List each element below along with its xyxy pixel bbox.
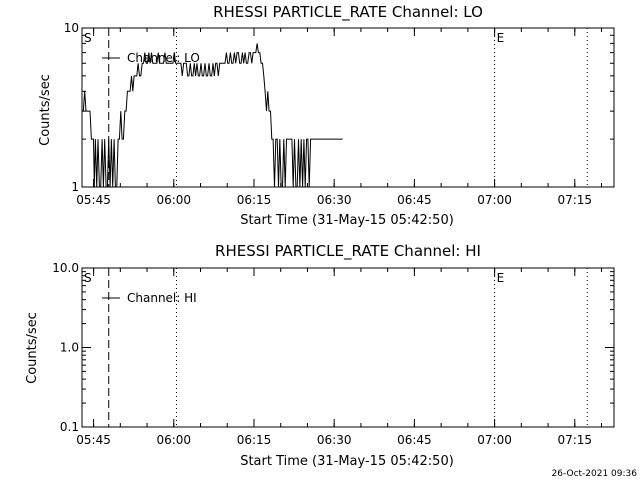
- x-tick-label-hi: 06:45: [397, 433, 432, 447]
- x-tick-label-hi: 06:00: [156, 433, 191, 447]
- event-marker-label-hi: S: [84, 271, 92, 285]
- legend-label-hi: Channel: HI: [127, 291, 197, 305]
- x-tick-label-lo: 05:45: [76, 193, 111, 207]
- x-tick-label-lo: 06:30: [317, 193, 352, 207]
- event-marker-label-lo: S: [84, 31, 92, 45]
- x-axis-label-hi: Start Time (31-May-15 05:42:50): [240, 454, 454, 469]
- x-tick-label-hi: 06:15: [237, 433, 272, 447]
- x-tick-label-lo: 06:45: [397, 193, 432, 207]
- x-tick-label-lo: 07:00: [477, 193, 512, 207]
- y-axis-label-lo: Counts/sec: [38, 74, 53, 146]
- x-tick-label-hi: 07:15: [557, 433, 592, 447]
- y-tick-label-lo: 10: [64, 21, 79, 35]
- y-tick-label-hi: 10.0: [52, 261, 79, 275]
- x-tick-label-hi: 07:00: [477, 433, 512, 447]
- x-tick-label-hi: 06:30: [317, 433, 352, 447]
- chart-title-hi: RHESSI PARTICLE_RATE Channel: HI: [215, 242, 481, 261]
- y-tick-label-hi: 0.1: [60, 420, 79, 434]
- x-axis-label-lo: Start Time (31-May-15 05:42:50): [240, 213, 454, 228]
- series-line-lo: [82, 43, 343, 188]
- x-tick-label-lo: 07:15: [557, 193, 592, 207]
- chart-title-lo: RHESSI PARTICLE_RATE Channel: LO: [213, 3, 483, 22]
- y-axis-label-hi: Counts/sec: [25, 312, 40, 384]
- x-tick-label-lo: 06:15: [237, 193, 272, 207]
- y-tick-label-hi: 1.0: [60, 341, 79, 355]
- x-tick-label-hi: 05:45: [76, 433, 111, 447]
- event-marker-label-hi: E: [497, 271, 505, 285]
- y-tick-label-lo: 1: [71, 180, 79, 194]
- footer-timestamp: 26-Oct-2021 09:36: [552, 469, 638, 479]
- event-marker-label-lo: E: [497, 31, 505, 45]
- x-tick-label-lo: 06:00: [156, 193, 191, 207]
